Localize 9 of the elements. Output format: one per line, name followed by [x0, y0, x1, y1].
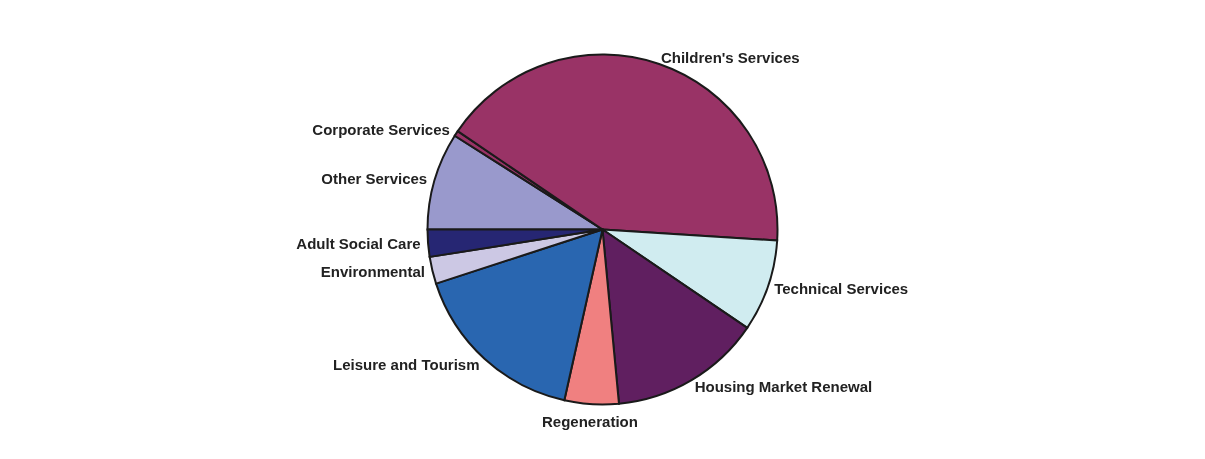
slice-label: Technical Services: [774, 279, 909, 297]
slice-label: Leisure and Tourism: [333, 355, 480, 373]
slice-label: Environmental: [320, 263, 426, 281]
slice-label: Children's Services: [660, 48, 800, 66]
slice-label: Housing Market Renewal: [694, 377, 873, 395]
slice-label: Regeneration: [542, 412, 638, 430]
slice-label: Other Services: [321, 170, 428, 188]
slice-label: Adult Social Care: [296, 235, 421, 253]
slice-label: Corporate Services: [312, 121, 450, 139]
